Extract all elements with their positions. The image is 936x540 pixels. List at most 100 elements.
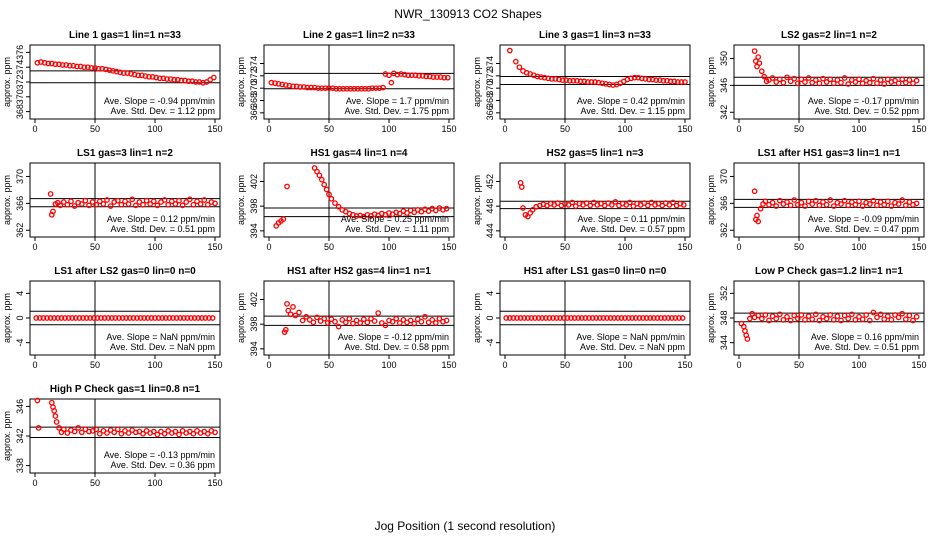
data-point bbox=[35, 425, 42, 431]
data-point bbox=[284, 300, 290, 307]
data-point bbox=[563, 77, 570, 84]
data-point bbox=[845, 81, 852, 87]
x-tick-label: 0 bbox=[502, 360, 507, 370]
data-point bbox=[548, 76, 555, 82]
data-point bbox=[100, 201, 107, 207]
data-point bbox=[570, 77, 577, 84]
data-point bbox=[159, 315, 166, 321]
data-point bbox=[635, 74, 642, 81]
data-point bbox=[315, 85, 322, 92]
data-point bbox=[81, 64, 88, 71]
data-point bbox=[870, 75, 877, 82]
data-point bbox=[895, 80, 902, 87]
data-points bbox=[268, 70, 451, 92]
data-point bbox=[125, 430, 132, 436]
data-point bbox=[845, 315, 852, 322]
data-point bbox=[60, 426, 67, 433]
data-point bbox=[69, 315, 76, 321]
data-point bbox=[647, 315, 654, 321]
data-point bbox=[96, 198, 103, 205]
data-point bbox=[412, 72, 419, 79]
x-tick-label: 0 bbox=[736, 242, 741, 252]
data-point bbox=[318, 176, 325, 183]
data-point bbox=[411, 320, 418, 327]
data-point bbox=[848, 311, 855, 318]
data-point bbox=[863, 312, 870, 318]
data-point bbox=[892, 77, 898, 84]
data-point bbox=[575, 315, 582, 321]
data-point bbox=[40, 315, 47, 321]
data-point bbox=[625, 315, 632, 321]
data-point bbox=[581, 78, 588, 85]
data-point bbox=[802, 316, 808, 323]
data-point bbox=[574, 77, 580, 84]
data-point bbox=[592, 79, 598, 85]
data-point bbox=[154, 202, 161, 209]
stats-annotation: Ave. Slope = 0.16 ppm/min bbox=[811, 332, 919, 342]
data-point bbox=[631, 74, 638, 81]
data-point bbox=[34, 59, 41, 66]
data-point bbox=[798, 312, 805, 318]
stats-annotation: Ave. Slope = -0.13 ppm/min bbox=[104, 450, 215, 460]
data-point bbox=[57, 202, 64, 209]
x-tick-label: 50 bbox=[90, 242, 100, 252]
data-point bbox=[859, 203, 866, 209]
panel-2: Line 3 gas=1 lin=3 n=33 approx. ppm 0 50 100… bbox=[472, 30, 693, 134]
data-point bbox=[588, 79, 595, 85]
data-point bbox=[665, 315, 672, 321]
x-tick-label: 0 bbox=[502, 242, 507, 252]
y-tick-label: 370 bbox=[15, 169, 25, 184]
data-point bbox=[161, 197, 168, 203]
y-tick-label: 402 bbox=[249, 174, 259, 189]
data-point bbox=[300, 84, 307, 90]
data-point bbox=[661, 315, 668, 321]
data-point bbox=[60, 199, 67, 205]
data-point bbox=[643, 315, 650, 321]
y-axis-label: approx. ppm bbox=[472, 293, 482, 343]
y-tick-label: 370 bbox=[719, 169, 729, 184]
x-tick-label: 0 bbox=[32, 478, 37, 488]
data-point bbox=[376, 85, 383, 92]
data-point bbox=[870, 309, 877, 316]
y-tick-label: 402 bbox=[249, 292, 259, 307]
panel-title: Line 2 gas=1 lin=2 n=33 bbox=[303, 30, 415, 41]
stats-annotation: Ave. Std. Dev. = NaN ppm bbox=[110, 342, 215, 352]
x-tick-label: 50 bbox=[90, 478, 100, 488]
data-point bbox=[108, 315, 115, 321]
data-point bbox=[895, 314, 902, 321]
data-points bbox=[751, 188, 920, 225]
data-point bbox=[146, 73, 152, 80]
data-point bbox=[791, 75, 798, 82]
data-point bbox=[812, 77, 819, 83]
data-point bbox=[171, 76, 178, 83]
panel-title: HS1 gas=4 lin=1 n=4 bbox=[311, 148, 408, 159]
data-point bbox=[787, 202, 794, 209]
data-point bbox=[429, 316, 436, 323]
x-tick-label: 100 bbox=[381, 360, 396, 370]
data-point bbox=[888, 316, 895, 323]
x-tick-label: 100 bbox=[617, 360, 632, 370]
data-point bbox=[204, 430, 211, 437]
data-point bbox=[443, 205, 450, 212]
data-point bbox=[809, 316, 816, 323]
x-tick-label: 0 bbox=[736, 124, 741, 134]
data-point bbox=[116, 315, 122, 321]
data-point bbox=[755, 218, 762, 225]
data-point bbox=[180, 315, 187, 321]
data-point bbox=[347, 85, 354, 92]
data-point bbox=[405, 72, 412, 79]
y-tick-label: 366 bbox=[719, 196, 729, 211]
data-point bbox=[798, 199, 805, 206]
data-point bbox=[626, 199, 633, 206]
data-point bbox=[102, 66, 109, 73]
x-tick-label: 50 bbox=[560, 242, 570, 252]
data-point bbox=[144, 315, 151, 321]
data-point bbox=[642, 76, 649, 82]
y-tick-label: 338 bbox=[15, 458, 25, 473]
data-point bbox=[52, 413, 59, 419]
x-tick-label: 100 bbox=[147, 124, 162, 134]
data-point bbox=[328, 195, 335, 202]
data-point bbox=[323, 186, 330, 193]
data-point bbox=[529, 207, 536, 213]
stats-annotation: Ave. Std. Dev. = 0.57 ppm bbox=[581, 224, 685, 234]
